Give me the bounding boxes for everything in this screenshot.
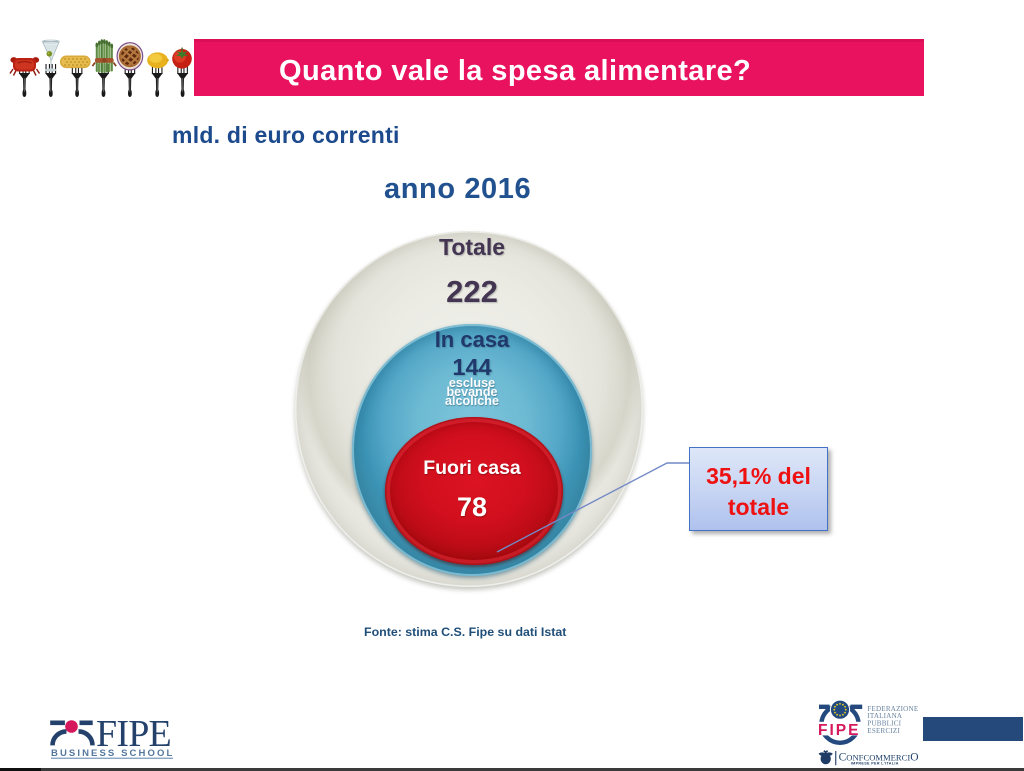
svg-text:FIPE: FIPE [818,722,860,739]
svg-text:IMPRESE PER L'ITALIA: IMPRESE PER L'ITALIA [851,761,899,765]
svg-text:CONFCOMMERCIO: CONFCOMMERCIO [839,752,919,764]
svg-text:FIPE: FIPE [96,713,171,755]
svg-text:BUSINESS SCHOOL: BUSINESS SCHOOL [51,748,174,759]
